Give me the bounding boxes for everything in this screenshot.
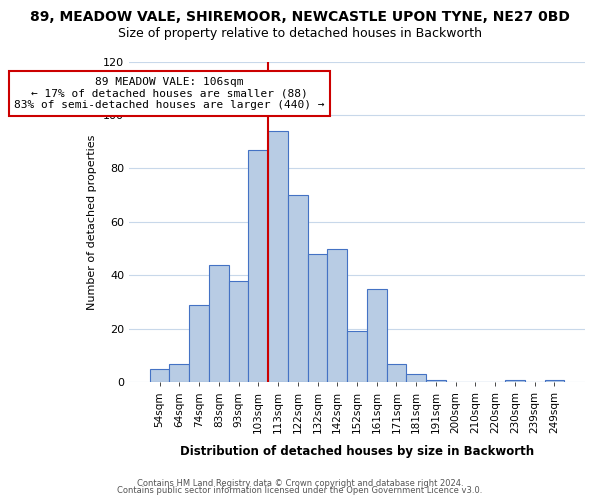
Bar — [169, 364, 189, 382]
Text: Size of property relative to detached houses in Backworth: Size of property relative to detached ho… — [118, 28, 482, 40]
Bar — [426, 380, 446, 382]
Bar — [150, 369, 169, 382]
Bar — [406, 374, 426, 382]
Text: Contains public sector information licensed under the Open Government Licence v3: Contains public sector information licen… — [118, 486, 482, 495]
Bar — [229, 280, 248, 382]
Bar — [328, 248, 347, 382]
Bar — [189, 304, 209, 382]
Bar — [268, 131, 288, 382]
Bar — [288, 195, 308, 382]
Y-axis label: Number of detached properties: Number of detached properties — [88, 134, 97, 310]
Bar — [308, 254, 328, 382]
Bar — [545, 380, 564, 382]
Text: 89, MEADOW VALE, SHIREMOOR, NEWCASTLE UPON TYNE, NE27 0BD: 89, MEADOW VALE, SHIREMOOR, NEWCASTLE UP… — [30, 10, 570, 24]
Text: Contains HM Land Registry data © Crown copyright and database right 2024.: Contains HM Land Registry data © Crown c… — [137, 478, 463, 488]
Bar — [386, 364, 406, 382]
Text: 89 MEADOW VALE: 106sqm
← 17% of detached houses are smaller (88)
83% of semi-det: 89 MEADOW VALE: 106sqm ← 17% of detached… — [14, 77, 325, 110]
Bar — [347, 332, 367, 382]
Bar — [505, 380, 525, 382]
Bar — [248, 150, 268, 382]
X-axis label: Distribution of detached houses by size in Backworth: Distribution of detached houses by size … — [180, 444, 534, 458]
Bar — [209, 264, 229, 382]
Bar — [367, 288, 386, 382]
